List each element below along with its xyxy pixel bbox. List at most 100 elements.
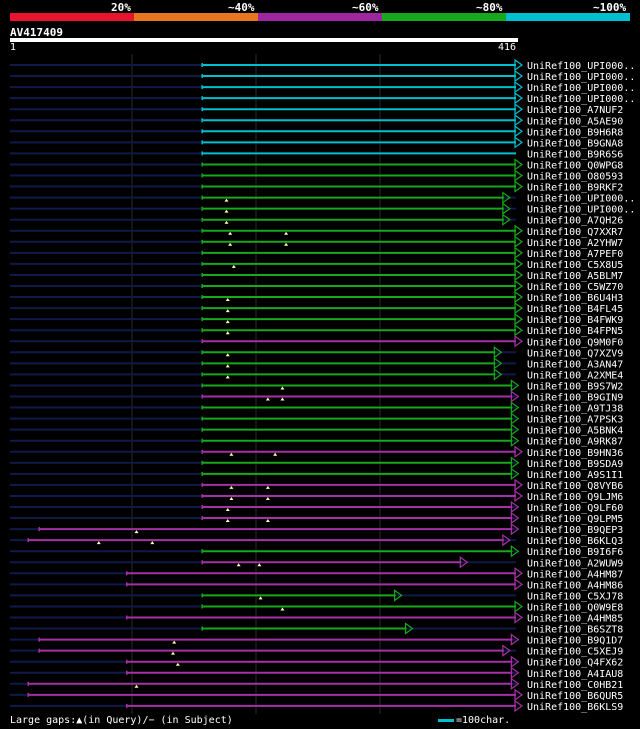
- hit-end-arrow: [502, 213, 511, 226]
- query-gap-marker: [280, 397, 285, 401]
- hit-end-arrow: [514, 578, 524, 591]
- hit-label: UniRef100_A4HM85: [527, 614, 623, 625]
- hit-label: UniRef100_B6KLQ3: [527, 536, 623, 547]
- hit-end-arrow: [510, 511, 520, 525]
- scale-label: ~40%: [228, 1, 255, 14]
- hit-label: UniRef100_Q9LF60: [527, 503, 623, 514]
- hit-end-arrow: [510, 655, 520, 668]
- ruler-start: 1: [10, 42, 17, 53]
- query-gap-marker: [280, 607, 285, 611]
- query-gap-marker: [265, 496, 270, 500]
- hit-label: UniRef100_O80593: [527, 172, 623, 183]
- query-gap-marker: [96, 541, 101, 545]
- query-gap-marker: [228, 231, 233, 235]
- hit-label: UniRef100_A9TJ38: [527, 404, 623, 415]
- hit-label: UniRef100_B9I6F6: [527, 547, 623, 558]
- query-gap-marker: [224, 220, 229, 224]
- hit-label: UniRef100_UPI000..: [527, 83, 635, 94]
- hit-label: UniRef100_A7PSK3: [527, 415, 623, 426]
- gaps-legend: Large gaps:▲(in Query)/− (in Subject): [10, 715, 233, 726]
- hit-end-arrow: [514, 567, 524, 580]
- hit-label: UniRef100_A9RK87: [527, 437, 623, 448]
- hit-label: UniRef100_A4HM87: [527, 569, 623, 580]
- query-gap-marker: [265, 397, 270, 401]
- hit-end-arrow: [510, 401, 520, 414]
- hit-end-arrow: [510, 434, 520, 447]
- query-ruler: 1 416: [10, 38, 518, 54]
- query-gap-marker: [175, 662, 180, 666]
- ruler-end: 416: [497, 42, 516, 53]
- hit-end-arrow: [514, 257, 524, 271]
- hit-end-arrow: [514, 125, 524, 138]
- query-gap-marker: [228, 242, 233, 246]
- query-gap-marker: [257, 563, 262, 567]
- query-gap-marker: [229, 485, 234, 489]
- hit-end-arrow: [502, 202, 511, 215]
- hit-label: UniRef100_B4FWK9: [527, 315, 623, 326]
- hit-label: UniRef100_A7NUF2: [527, 105, 623, 116]
- hit-label: UniRef100_C5XJ78: [527, 591, 623, 602]
- hit-label: UniRef100_B9HN36: [527, 448, 623, 459]
- identity-scale: 20% ~40% ~60% ~80% ~100%: [10, 0, 630, 22]
- hit-end-arrow: [510, 456, 520, 469]
- hit-label: UniRef100_UPI000..: [527, 205, 635, 216]
- hit-label: UniRef100_B9H6R8: [527, 127, 623, 138]
- hit-label: UniRef100_B9R6S6: [527, 149, 623, 160]
- scale-label: ~60%: [352, 1, 379, 14]
- query-gap-marker: [225, 309, 230, 313]
- query-gap-marker: [225, 320, 230, 324]
- hit-label: UniRef100_A9S1I1: [527, 470, 623, 481]
- hit-end-arrow: [514, 224, 524, 237]
- hit-end-arrow: [502, 533, 511, 547]
- hit-end-arrow: [514, 688, 524, 702]
- query-id: AV417409: [10, 26, 63, 39]
- hit-label: UniRef100_B6QUR5: [527, 691, 623, 702]
- hit-end-arrow: [514, 268, 524, 282]
- hit-label: UniRef100_B6U4H3: [527, 293, 623, 304]
- query-gap-marker: [280, 386, 285, 390]
- hit-label: UniRef100_A3AN47: [527, 359, 623, 370]
- scale-band: [506, 13, 630, 21]
- query-gap-marker: [225, 331, 230, 335]
- hit-label: UniRef100_B9SDA9: [527, 459, 623, 470]
- hit-end-arrow: [502, 191, 511, 204]
- hit-end-arrow: [514, 279, 524, 293]
- hit-end-arrow: [514, 91, 524, 105]
- hit-end-arrow: [514, 80, 524, 94]
- scale-band: [258, 13, 382, 21]
- hit-label: UniRef100_A2YHW7: [527, 238, 623, 249]
- hit-label: UniRef100_Q9M0F0: [527, 337, 623, 348]
- query-gap-marker: [236, 563, 241, 567]
- hit-end-arrow: [514, 69, 524, 83]
- hit-label: UniRef100_B4FPN5: [527, 326, 623, 337]
- hit-label: UniRef100_A5AE90: [527, 116, 623, 127]
- hit-end-arrow: [514, 699, 524, 713]
- hit-label: UniRef100_Q0WPG8: [527, 160, 623, 171]
- query-gap-marker: [265, 485, 270, 489]
- query-gap-marker: [225, 375, 230, 379]
- hit-label: UniRef100_Q8VYB6: [527, 481, 623, 492]
- query-gap-marker: [224, 209, 229, 213]
- hit-label: UniRef100_A4IAU8: [527, 669, 623, 680]
- scale-band: [10, 13, 134, 21]
- scale-label: ~100%: [593, 1, 627, 14]
- hit-label: UniRef100_Q4FX62: [527, 658, 623, 669]
- hit-label: UniRef100_Q7XXR7: [527, 227, 623, 238]
- hit-end-arrow: [514, 136, 524, 149]
- hit-label: UniRef100_A2WUW9: [527, 558, 623, 569]
- hit-end-arrow: [514, 246, 524, 260]
- hit-label: UniRef100_B6KLS9: [527, 702, 623, 713]
- hit-end-arrow: [514, 324, 524, 337]
- hit-label: UniRef100_C5XEJ9: [527, 647, 623, 658]
- hit-label: UniRef100_B9S7W2: [527, 381, 623, 392]
- scale-label: ~80%: [476, 1, 503, 14]
- hit-label: UniRef100_B9QEP3: [527, 525, 623, 536]
- query-gap-marker: [170, 651, 175, 655]
- alignment-plot: UniRef100_UPI000..UniRef100_UPI000..UniR…: [10, 54, 635, 714]
- query-gap-marker: [224, 198, 229, 202]
- hit-label: UniRef100_UPI000..: [527, 194, 635, 205]
- hit-end-arrow: [514, 489, 524, 503]
- scale-label: 20%: [111, 1, 131, 14]
- scale-band: [382, 13, 506, 21]
- hit-label: UniRef100_Q0W9E8: [527, 602, 623, 613]
